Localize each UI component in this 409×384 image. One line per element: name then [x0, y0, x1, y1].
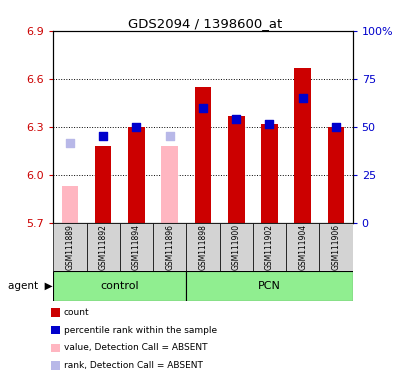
- Bar: [61, 186, 78, 223]
- Text: GSM111889: GSM111889: [65, 224, 74, 270]
- Bar: [194, 87, 211, 223]
- Point: [133, 124, 139, 130]
- Text: GSM111892: GSM111892: [99, 224, 108, 270]
- Bar: [227, 116, 244, 223]
- Bar: [186, 223, 219, 271]
- Point: [67, 140, 73, 146]
- Bar: [53, 271, 186, 301]
- Bar: [153, 223, 186, 271]
- Text: GSM111896: GSM111896: [165, 224, 174, 270]
- Bar: [128, 127, 144, 223]
- Bar: [94, 146, 111, 223]
- Bar: [319, 223, 352, 271]
- Text: percentile rank within the sample: percentile rank within the sample: [63, 326, 216, 335]
- Bar: [219, 223, 252, 271]
- Bar: [119, 223, 153, 271]
- Text: GSM111904: GSM111904: [297, 224, 306, 270]
- Text: GSM111902: GSM111902: [264, 224, 273, 270]
- Bar: [161, 146, 178, 223]
- Bar: [86, 223, 119, 271]
- Text: PCN: PCN: [257, 281, 280, 291]
- Text: GSM111898: GSM111898: [198, 224, 207, 270]
- Text: value, Detection Call = ABSENT: value, Detection Call = ABSENT: [63, 343, 207, 353]
- Bar: [53, 223, 86, 271]
- Point: [100, 133, 106, 139]
- Bar: [186, 271, 352, 301]
- Text: GSM111900: GSM111900: [231, 224, 240, 270]
- Point: [232, 116, 239, 122]
- Point: [332, 124, 338, 130]
- Text: count: count: [63, 308, 89, 317]
- Text: rank, Detection Call = ABSENT: rank, Detection Call = ABSENT: [63, 361, 202, 370]
- Text: GSM111906: GSM111906: [330, 224, 339, 270]
- Point: [265, 121, 272, 127]
- Text: control: control: [100, 281, 139, 291]
- Bar: [285, 223, 319, 271]
- Text: GDS2094 / 1398600_at: GDS2094 / 1398600_at: [128, 17, 281, 30]
- Bar: [327, 127, 344, 223]
- Text: agent  ▶: agent ▶: [8, 281, 53, 291]
- Text: GSM111894: GSM111894: [132, 224, 141, 270]
- Bar: [261, 124, 277, 223]
- Bar: [252, 223, 285, 271]
- Point: [166, 133, 173, 139]
- Point: [299, 95, 305, 101]
- Bar: [294, 68, 310, 223]
- Point: [199, 104, 206, 111]
